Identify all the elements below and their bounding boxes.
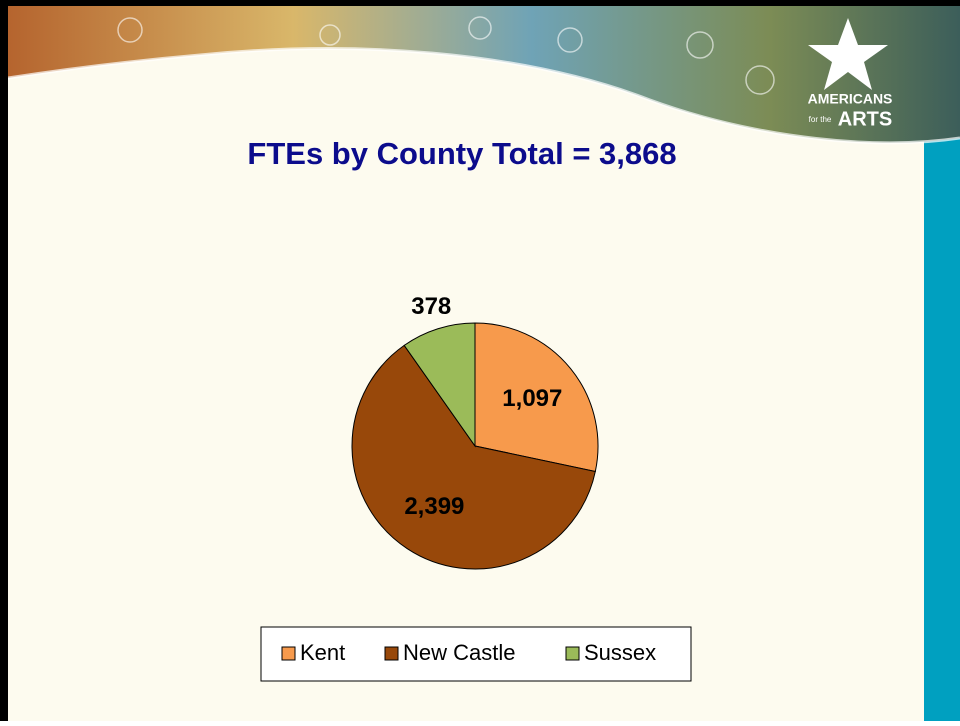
top-border (0, 0, 960, 6)
legend-label: Kent (300, 640, 345, 665)
logo-text: AMERICANS (808, 91, 893, 107)
chart-title: FTEs by County Total = 3,868 (247, 136, 676, 171)
data-label: 2,399 (404, 493, 464, 520)
slide: AMERICANS for the ARTS FTEs by County To… (0, 0, 960, 721)
legend-swatch (566, 647, 579, 660)
logo-text: for the (809, 115, 832, 124)
legend-swatch (385, 647, 398, 660)
left-border (0, 0, 8, 721)
logo-text: ARTS (838, 108, 892, 130)
data-label: 378 (411, 293, 451, 320)
data-label: 1,097 (502, 385, 562, 412)
legend-swatch (282, 647, 295, 660)
legend-label: New Castle (403, 640, 515, 665)
legend-label: Sussex (584, 640, 656, 665)
side-stripe (924, 138, 960, 721)
